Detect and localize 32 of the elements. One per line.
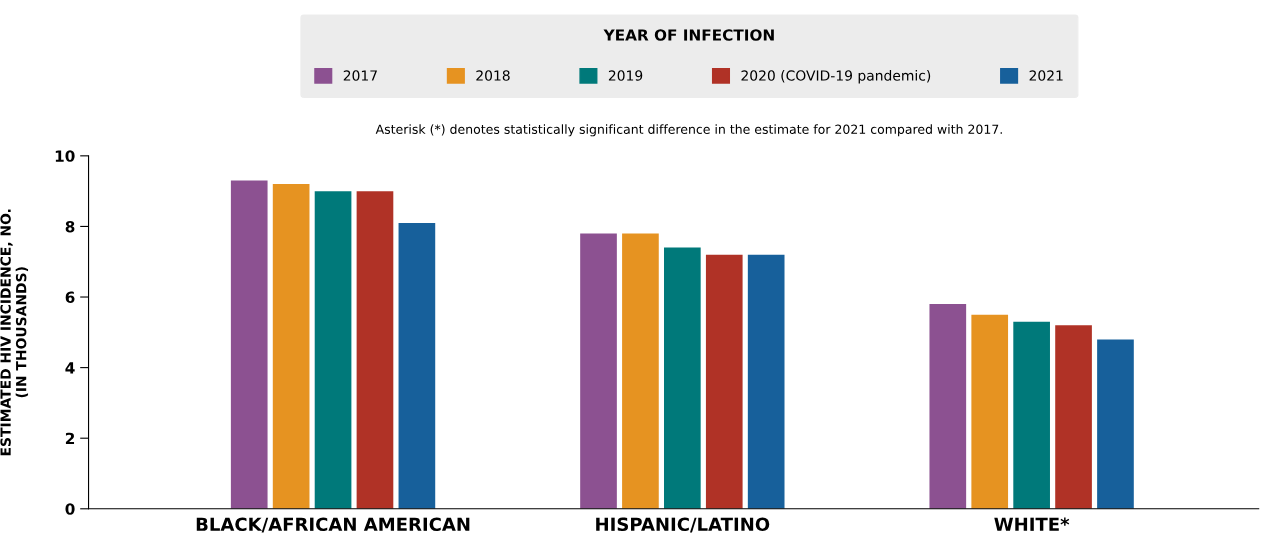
bar bbox=[398, 222, 436, 509]
bar bbox=[971, 314, 1009, 509]
bar bbox=[705, 254, 743, 509]
bar bbox=[622, 233, 659, 509]
bar bbox=[1055, 325, 1092, 509]
y-axis-title: ESTIMATED HIV INCIDENCE, NO. (IN THOUSANDS) bbox=[0, 209, 29, 456]
legend-title: YEAR OF INFECTION bbox=[603, 29, 774, 41]
bar bbox=[929, 304, 967, 509]
y-tick-label: 6 bbox=[65, 291, 75, 304]
y-tick-label: 8 bbox=[65, 220, 75, 233]
y-tick-label: 2 bbox=[65, 432, 75, 445]
x-tick-label: HISPANIC/LATINO bbox=[596, 517, 770, 533]
x-tick-label: WHITE* bbox=[994, 517, 1070, 531]
legend-label: 2021 bbox=[1029, 70, 1063, 81]
bar bbox=[356, 191, 394, 509]
legend-label: 2017 bbox=[343, 70, 377, 81]
legend-label: 2018 bbox=[476, 70, 510, 81]
legend-label: 2019 bbox=[608, 70, 643, 81]
bar bbox=[1013, 321, 1050, 509]
bar bbox=[272, 184, 310, 509]
legend-label: 2020 (COVID-19 pandemic) bbox=[741, 70, 931, 84]
text: Asterisk (*) denotes statistically significant difference in the estimate for 2021 compared with 2017. bbox=[375, 124, 1002, 137]
bar bbox=[580, 233, 617, 509]
bar bbox=[1097, 339, 1134, 509]
bar bbox=[747, 254, 785, 509]
y-tick-label: 10 bbox=[55, 150, 75, 162]
bar bbox=[314, 191, 352, 509]
x-tick-label: BLACK/AFRICAN AMERICAN bbox=[196, 517, 470, 533]
y-tick-label: 4 bbox=[65, 362, 75, 374]
bar bbox=[230, 180, 268, 509]
y-tick-label: 0 bbox=[65, 503, 75, 515]
bar bbox=[664, 247, 701, 509]
